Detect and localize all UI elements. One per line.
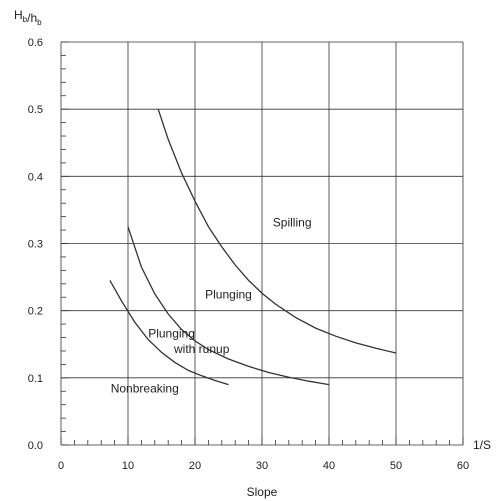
y-tick-label: 0.4: [28, 171, 43, 183]
series-line: [157, 108, 397, 354]
minor-ticks: [60, 41, 464, 446]
y-axis-label: Hb/hb: [14, 8, 42, 27]
region-label: with runup: [173, 342, 230, 356]
x-tick-label: 10: [122, 460, 134, 472]
y-tick-label: 0.0: [28, 440, 43, 452]
region-label: Spilling: [273, 216, 312, 230]
y-tick-label: 0.5: [28, 104, 43, 116]
y-tick-label: 0.3: [28, 239, 43, 251]
region-label: Plunging: [148, 327, 195, 341]
x-tick-label: 60: [457, 460, 469, 472]
x-tick-label: 30: [256, 460, 268, 472]
x-tick-label: 50: [390, 460, 402, 472]
x-tick-label: 0: [58, 460, 64, 472]
x-tick-label: 40: [323, 460, 335, 472]
series-line: [127, 226, 330, 386]
y-tick-label: 0.1: [28, 373, 43, 385]
grid: [60, 41, 464, 446]
series-line: [109, 280, 229, 386]
y-tick-label: 0.2: [28, 306, 43, 318]
region-label: Plunging: [205, 288, 252, 302]
y-tick-label: 0.6: [28, 37, 43, 49]
region-label: Nonbreaking: [111, 382, 179, 396]
tick-labels: 0 10 20 30 40 50 60 0.0 0.1 0.2 0.3 0.4 0.5 0.6: [28, 37, 469, 472]
x-tick-label: 20: [189, 460, 201, 472]
curves: [109, 108, 397, 386]
x-axis-end-label: 1/S: [473, 438, 491, 452]
x-axis-label: Slope: [247, 485, 278, 499]
